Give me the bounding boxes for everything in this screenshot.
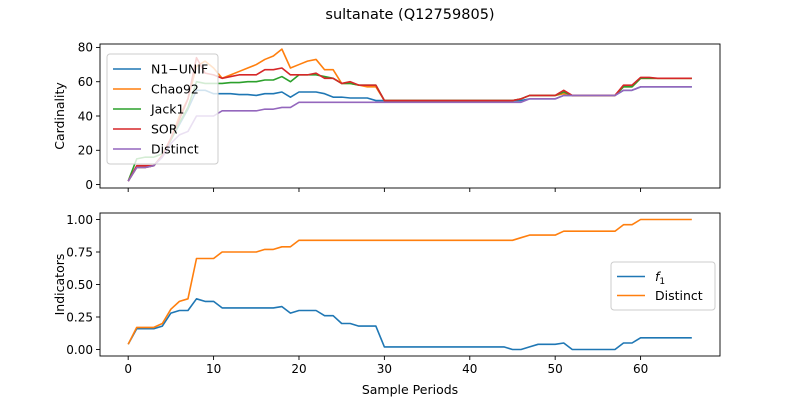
legend-box	[106, 53, 219, 165]
x-tick-label: 0	[124, 362, 132, 376]
series-line-4	[127, 86, 692, 182]
legend-label: f1	[655, 269, 665, 287]
series-line-1	[127, 218, 692, 345]
legend: N1−UNIF Chao92 Jack1 SOR Distinct	[106, 53, 219, 165]
y-tick-label: 0.75	[66, 245, 93, 259]
legend-label-main: f	[655, 269, 661, 284]
figure-title: sultanate (Q12759805)	[325, 7, 494, 23]
legend-label: N1−UNIF	[151, 61, 208, 76]
y-tick-label: 1.00	[66, 213, 93, 227]
y-tick-label: 0	[85, 178, 93, 192]
y-axis-label: Indicators	[52, 254, 67, 316]
x-tick-label: 30	[377, 362, 392, 376]
y-axis-label: Cardinality	[52, 82, 67, 150]
y-tick-label: 40	[78, 109, 93, 123]
legend-label: Distinct	[151, 141, 199, 156]
x-tick-label: 40	[462, 362, 477, 376]
y-tick-label: 60	[78, 75, 93, 89]
cardinality-panel: 0 20 40 60 80 Cardinality N1−UNIF Chao92 Jack1 SO…	[52, 41, 721, 192]
x-axis-label: Sample Periods	[362, 382, 458, 397]
y-tick-label: 0.25	[66, 310, 93, 324]
y-tick-label: 0.50	[66, 278, 93, 292]
indicators-panel: 0 10 20 30 40 50 60 0.00 0.25 0.50 0.75 1.00 Indicat…	[52, 212, 721, 397]
x-tick-label: 50	[548, 362, 563, 376]
x-tick-label: 20	[291, 362, 306, 376]
legend-label: Jack1	[150, 101, 184, 116]
legend-label-sub: 1	[659, 277, 665, 287]
y-tick-label: 80	[78, 41, 93, 55]
series-line-0	[127, 297, 692, 351]
x-tick-label: 60	[633, 362, 648, 376]
legend-box	[610, 261, 716, 311]
y-tick-label: 20	[78, 144, 93, 158]
x-tick-label: 10	[206, 362, 221, 376]
legend-label: Distinct	[655, 288, 703, 303]
y-tick-label: 0.00	[66, 343, 93, 357]
legend-label: Chao92	[151, 81, 199, 96]
legend-label: SOR	[151, 121, 178, 136]
